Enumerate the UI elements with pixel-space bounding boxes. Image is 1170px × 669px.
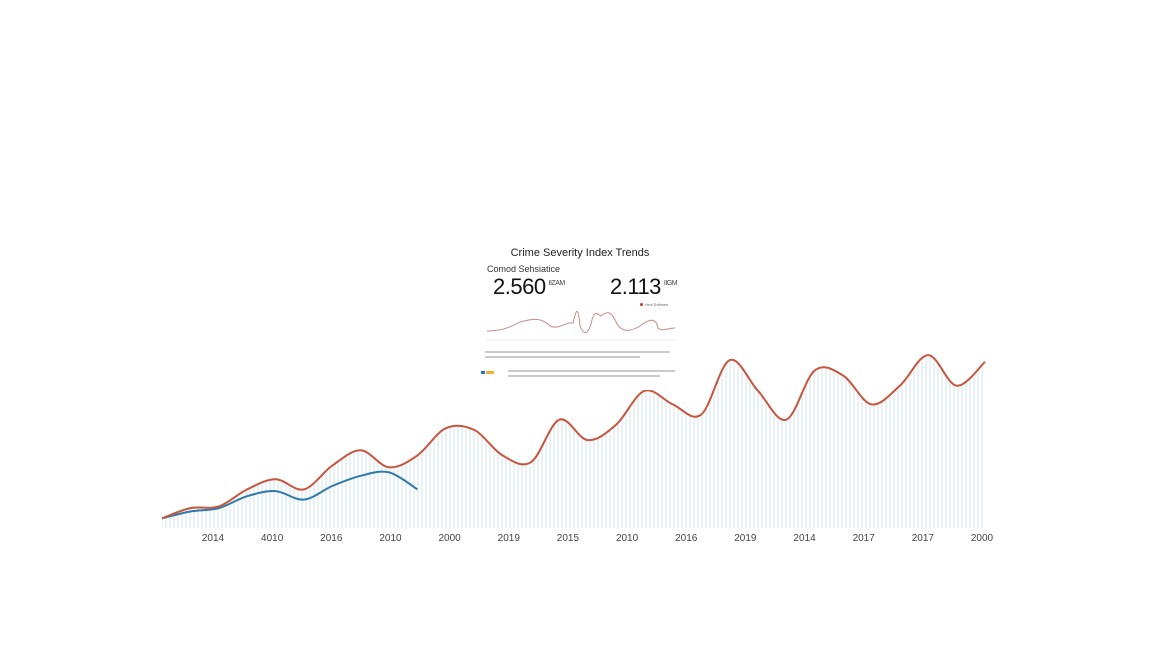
inset-legend-label: Hrot Sdtrwes — [645, 302, 669, 307]
x-tick-label: 4010 — [261, 533, 284, 544]
x-tick-label: 2017 — [853, 533, 876, 544]
x-tick-label: 2017 — [912, 533, 935, 544]
inset-blue-marker — [481, 371, 485, 374]
x-tick-label: 2010 — [616, 533, 639, 544]
x-tick-label: 2000 — [971, 533, 994, 544]
inset-card: Crime Severity Index Trends Comod Sehsia… — [480, 240, 680, 390]
kpi-left: 2.560 IIZAM — [493, 274, 565, 300]
kpi-right-unit: IIGM — [663, 280, 678, 287]
inset-subtitle: Comod Sehsiatice — [487, 264, 561, 274]
x-tick-label: 2015 — [557, 533, 580, 544]
inset-title: Crime Severity Index Trends — [510, 247, 650, 259]
kpi-right-value: 2.113 — [610, 274, 661, 299]
kpi-right: 2.113 IIGM — [610, 274, 678, 300]
x-tick-label: 2014 — [202, 533, 225, 544]
kpi-left-value: 2.560 — [493, 274, 546, 299]
inset-text-block — [485, 351, 675, 377]
x-tick-label: 2000 — [438, 533, 461, 544]
inset-mini-chart — [481, 310, 676, 377]
x-tick-label: 2016 — [320, 533, 343, 544]
series-line-0 — [161, 354, 986, 520]
x-tick-label: 2019 — [498, 533, 521, 544]
x-tick-label: 2019 — [734, 533, 757, 544]
legend-dot-icon — [640, 303, 643, 306]
kpi-left-unit: IIZAM — [548, 280, 566, 287]
x-tick-label: 2016 — [675, 533, 698, 544]
x-tick-label: 2010 — [379, 533, 402, 544]
inset-mini-line — [486, 310, 676, 333]
inset-yellow-marker — [486, 371, 494, 374]
inset-legend: Hrot Sdtrwes — [640, 302, 668, 307]
series-line-1 — [161, 470, 418, 520]
x-tick-label: 2014 — [793, 533, 816, 544]
